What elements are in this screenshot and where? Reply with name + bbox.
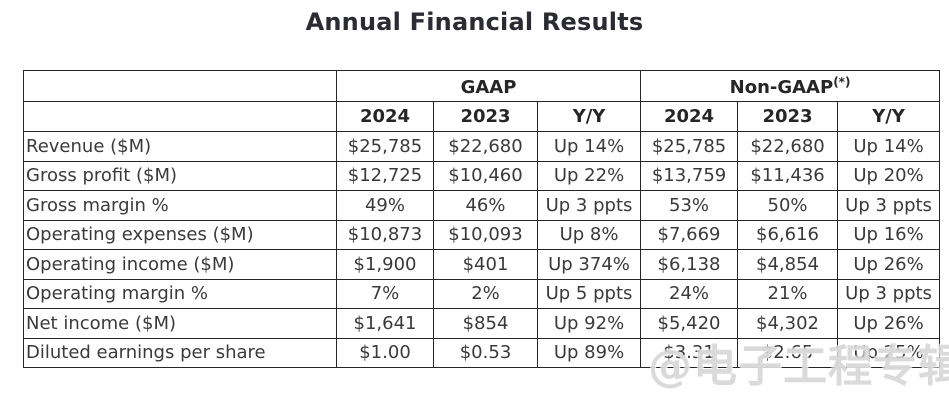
table-cell: Up 25% [837, 337, 941, 368]
table-cell: Up 3 ppts [837, 190, 941, 221]
table-cell: $6,138 [640, 249, 739, 280]
table-cell: $25,785 [640, 131, 739, 162]
table-cell: Up 14% [536, 131, 642, 162]
table-cell: $10,873 [336, 219, 434, 250]
table-cell: $1,900 [336, 249, 434, 280]
row-label: Gross margin % [23, 190, 337, 221]
header-nongaap-yy: Y/Y [837, 101, 941, 132]
table-cell: 53% [640, 190, 739, 221]
header-gaap-group: GAAP [335, 70, 642, 102]
corner-cell [23, 101, 337, 132]
table-cell: $6,616 [737, 219, 839, 250]
row-label: Diluted earnings per share [23, 337, 337, 368]
header-gaap-yy: Y/Y [536, 101, 642, 132]
table-cell: 21% [737, 278, 839, 309]
header-nongaap-footnote: (*) [833, 74, 851, 89]
table-cell: $2.65 [737, 337, 839, 368]
table-cell: 24% [640, 278, 739, 309]
table-cell: Up 3 ppts [536, 190, 642, 221]
table-cell: 7% [336, 278, 434, 309]
table-cell: $11,436 [737, 160, 839, 191]
table-cell: 2% [433, 278, 538, 309]
table-cell: $854 [433, 308, 538, 339]
table-cell: Up 26% [837, 308, 941, 339]
table-cell: Up 8% [536, 219, 642, 250]
table-cell: Up 89% [536, 337, 642, 368]
table-row-operating-margin: Operating margin % 7% 2% Up 5 ppts 24% 2… [23, 278, 941, 309]
table-row-diluted-eps: Diluted earnings per share $1.00 $0.53 U… [23, 337, 941, 368]
table-cell: $10,460 [433, 160, 538, 191]
table-cell: 50% [737, 190, 839, 221]
corner-cell [23, 70, 337, 102]
header-nongaap-label: Non-GAAP [729, 76, 834, 98]
table-row-revenue: Revenue ($M) $25,785 $22,680 Up 14% $25,… [23, 131, 941, 162]
table-cell: $5,420 [640, 308, 739, 339]
table-cell: Up 374% [536, 249, 642, 280]
table-cell: Up 5 ppts [536, 278, 642, 309]
table-cell: Up 26% [837, 249, 941, 280]
table-cell: Up 20% [837, 160, 941, 191]
table-cell: $7,669 [640, 219, 739, 250]
financial-results-table: GAAP Non-GAAP(*) 2024 2023 Y/Y 2024 2023… [23, 70, 941, 368]
table-cell: 46% [433, 190, 538, 221]
page-title: Annual Financial Results [305, 8, 644, 36]
table-cell: $4,302 [737, 308, 839, 339]
table-cell: $10,093 [433, 219, 538, 250]
table-cell: Up 14% [837, 131, 941, 162]
table-cell: $22,680 [433, 131, 538, 162]
row-label: Revenue ($M) [23, 131, 337, 162]
header-nongaap-2023: 2023 [737, 101, 839, 132]
table-cell: Up 16% [837, 219, 941, 250]
table-cell: Up 92% [536, 308, 642, 339]
table-cell: $0.53 [433, 337, 538, 368]
table-row-gross-profit: Gross profit ($M) $12,725 $10,460 Up 22%… [23, 160, 941, 191]
table-cell: $1,641 [336, 308, 434, 339]
row-label: Net income ($M) [23, 308, 337, 339]
header-nongaap-2024: 2024 [640, 101, 739, 132]
table-cell: $22,680 [737, 131, 839, 162]
row-label: Operating income ($M) [23, 249, 337, 280]
table-cell: $1.00 [336, 337, 434, 368]
header-gaap-label: GAAP [460, 76, 517, 98]
row-label: Operating margin % [23, 278, 337, 309]
table-cell: Up 22% [536, 160, 642, 191]
header-gaap-2023: 2023 [433, 101, 538, 132]
table-row-operating-income: Operating income ($M) $1,900 $401 Up 374… [23, 249, 941, 280]
table-cell: $3.31 [640, 337, 739, 368]
table-cell: $13,759 [640, 160, 739, 191]
row-label: Gross profit ($M) [23, 160, 337, 191]
group-header-row: GAAP Non-GAAP(*) [23, 70, 941, 102]
table-cell: $12,725 [336, 160, 434, 191]
table-cell: $4,854 [737, 249, 839, 280]
table-row-operating-expenses: Operating expenses ($M) $10,873 $10,093 … [23, 219, 941, 250]
header-gaap-2024: 2024 [336, 101, 434, 132]
header-nongaap-group: Non-GAAP(*) [640, 70, 941, 102]
table-row-net-income: Net income ($M) $1,641 $854 Up 92% $5,42… [23, 308, 941, 339]
table-cell: $25,785 [336, 131, 434, 162]
table-cell: 49% [336, 190, 434, 221]
table-cell: $401 [433, 249, 538, 280]
table-cell: Up 3 ppts [837, 278, 941, 309]
year-header-row: 2024 2023 Y/Y 2024 2023 Y/Y [23, 101, 941, 132]
row-label: Operating expenses ($M) [23, 219, 337, 250]
table-row-gross-margin: Gross margin % 49% 46% Up 3 ppts 53% 50%… [23, 190, 941, 221]
